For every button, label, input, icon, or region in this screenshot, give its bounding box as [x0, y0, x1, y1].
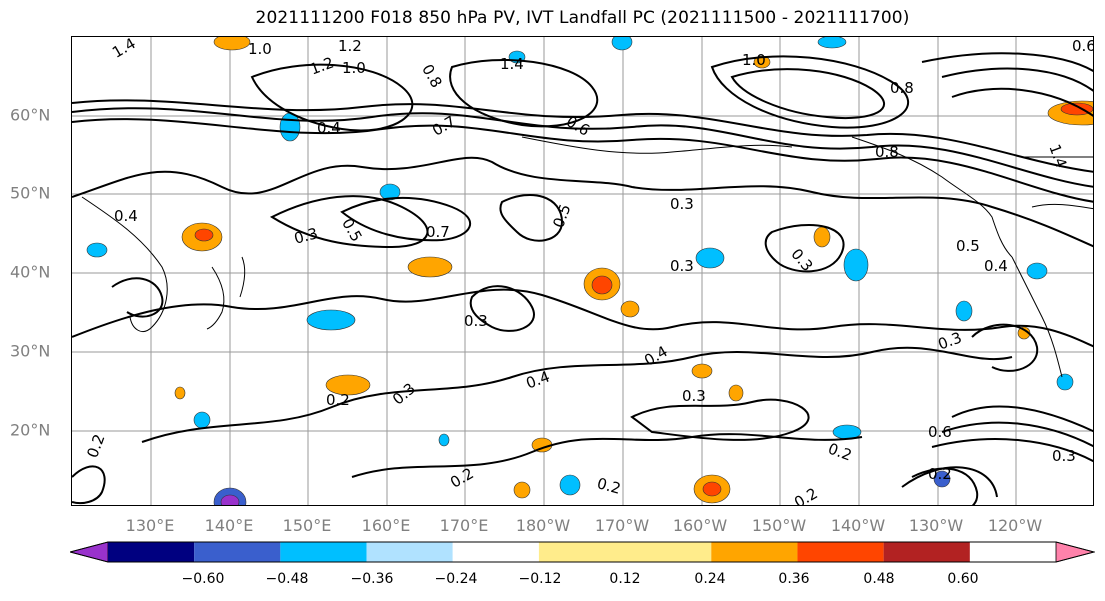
contour-label: 1.0 — [342, 59, 366, 77]
lon-label: 140°W — [830, 516, 886, 535]
map-title: 2021111200 F018 850 hPa PV, IVT Landfall… — [255, 8, 910, 28]
contour-label: 0.2 — [928, 465, 952, 483]
colorbar-tick-label: 0.60 — [947, 571, 979, 587]
lon-label: 120°W — [987, 516, 1043, 535]
lon-label: 160°E — [361, 516, 411, 535]
colorbar-segment — [538, 542, 712, 562]
filled-anomalies — [86, 37, 1093, 505]
contour-label: 0.8 — [875, 143, 899, 161]
lon-label: 150°E — [282, 516, 332, 535]
lon-label: 140°E — [204, 516, 254, 535]
colorbar-tick-label: −0.60 — [181, 571, 225, 587]
contour-label: 0.3 — [670, 257, 694, 275]
colorbar-segment — [883, 542, 970, 562]
colorbar — [70, 541, 1095, 563]
colorbar-segment — [366, 542, 453, 562]
colorbar-tick-label: 0.12 — [609, 571, 641, 587]
contour-label: 0.5 — [956, 237, 980, 255]
contour-label: 0.4 — [984, 257, 1008, 275]
contour-label: 0.3 — [670, 195, 694, 213]
lat-label: 20°N — [10, 420, 51, 440]
contour-label: 0.4 — [317, 119, 341, 137]
lon-label: 160°W — [672, 516, 728, 535]
colorbar-extend-arrow — [70, 541, 109, 563]
pv-contours — [72, 52, 1093, 505]
contour-label: 0.6 — [1072, 37, 1094, 55]
contour-label: 1.0 — [248, 40, 272, 58]
colorbar-tick-label: −0.12 — [518, 571, 562, 587]
lon-label: 130°W — [908, 516, 964, 535]
colorbar-extend-arrow — [1055, 541, 1095, 563]
colorbar-tick-label: 0.24 — [694, 571, 726, 587]
lon-label: 130°E — [125, 516, 175, 535]
lat-label: 50°N — [10, 183, 51, 203]
contour-label: 1.4 — [500, 55, 524, 73]
lat-label: 40°N — [10, 262, 51, 282]
contour-label: 0.6 — [928, 423, 952, 441]
contour-label: 1.2 — [338, 37, 362, 55]
lon-label: 170°W — [594, 516, 650, 535]
contour-label: 0.2 — [326, 391, 350, 409]
colorbar-segment — [280, 542, 367, 562]
contour-label: 0.3 — [464, 312, 488, 330]
contour-label: 0.3 — [1052, 447, 1076, 465]
colorbar-segment — [711, 542, 798, 562]
map-canvas — [72, 37, 1093, 505]
contour-label: 0.3 — [682, 387, 706, 405]
colorbar-tick-label: 0.48 — [863, 571, 895, 587]
lon-label: 150°W — [751, 516, 807, 535]
lon-label: 180°W — [515, 516, 571, 535]
contour-label: 0.8 — [890, 79, 914, 97]
colorbar-tick-label: −0.36 — [350, 571, 394, 587]
contour-map: 1.4 1.0 1.2 1.0 0.8 1.2 1.4 0.6 0.4 0.7 … — [71, 36, 1094, 506]
coastlines — [81, 136, 1093, 378]
contour-label: 1.0 — [742, 51, 766, 69]
colorbar-segment — [108, 542, 195, 562]
colorbar-tick-label: 0.36 — [778, 571, 810, 587]
contour-label: 0.4 — [114, 207, 138, 225]
lat-label: 30°N — [10, 341, 51, 361]
colorbar-tick-label: −0.48 — [265, 571, 309, 587]
colorbar-tick-label: −0.24 — [434, 571, 478, 587]
colorbar-segment — [194, 542, 281, 562]
lat-label: 60°N — [10, 105, 51, 125]
contour-label: 0.7 — [426, 223, 450, 241]
lon-label: 170°E — [439, 516, 489, 535]
colorbar-segment — [452, 542, 539, 562]
colorbar-segment — [797, 542, 884, 562]
colorbar-outline — [70, 541, 1095, 563]
